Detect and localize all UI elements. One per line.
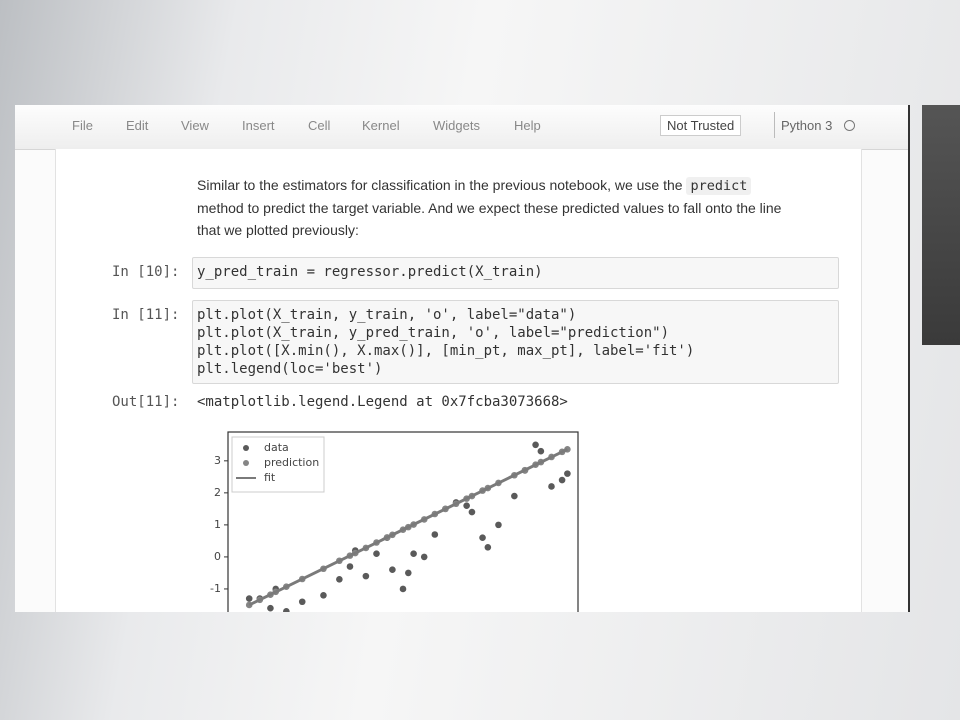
- menu-item[interactable]: Insert: [242, 118, 275, 133]
- point: [537, 447, 545, 455]
- chart: -1 0 1 2 3 data prediction fit: [210, 431, 579, 612]
- y-tick-label: 2: [214, 486, 221, 499]
- point: [558, 476, 566, 484]
- menu-item[interactable]: View: [181, 118, 209, 133]
- menu-item[interactable]: Widgets: [433, 118, 480, 133]
- output-text: <matplotlib.legend.Legend at 0x7fcba3073…: [197, 394, 568, 410]
- trust-badge[interactable]: Not Trusted: [660, 115, 742, 136]
- point: [495, 521, 502, 529]
- point: [245, 595, 253, 602]
- legend-label: fit: [264, 471, 276, 484]
- code-line: plt.plot(X_train, y_train, 'o', label="d…: [197, 307, 577, 323]
- y-tick-label: 1: [214, 518, 221, 531]
- fit-line: [248, 447, 569, 607]
- legend-marker: [243, 460, 249, 466]
- menu-item[interactable]: File: [72, 118, 93, 133]
- point: [389, 566, 396, 574]
- menu-item[interactable]: Cell: [308, 118, 331, 133]
- point: [511, 492, 518, 500]
- point: [283, 608, 290, 612]
- menu-bar: [15, 105, 908, 150]
- text: Similar to the estimators for classifica…: [197, 177, 683, 193]
- point: [399, 585, 407, 593]
- point: [373, 550, 380, 558]
- input-area[interactable]: [192, 300, 839, 384]
- point: [532, 441, 539, 449]
- point: [420, 553, 428, 561]
- inline-code: predict: [686, 177, 752, 195]
- y-tick-label: -1: [210, 582, 221, 595]
- markdown-line: Similar to the estimators for classifica…: [197, 177, 752, 195]
- point: [336, 576, 343, 583]
- y-tick-label: 3: [214, 454, 221, 467]
- point: [468, 508, 476, 516]
- menu-item[interactable]: Help: [514, 118, 541, 133]
- markdown-line: method to predict the target variable. A…: [197, 200, 782, 216]
- point: [346, 563, 354, 570]
- legend-label: prediction: [264, 456, 319, 469]
- point: [298, 598, 306, 606]
- kernel-indicator: [844, 120, 855, 131]
- point: [267, 604, 274, 612]
- point: [548, 483, 555, 490]
- markdown-line: that we plotted previously:: [197, 222, 359, 238]
- kernel-name[interactable]: Python 3: [781, 118, 833, 133]
- output-prompt: Out[11]:: [112, 394, 180, 410]
- point: [362, 572, 370, 580]
- input-prompt: In [10]:: [112, 264, 180, 280]
- point: [431, 531, 439, 538]
- code-line: plt.legend(loc='best'): [197, 361, 383, 377]
- legend-marker: [243, 445, 249, 451]
- separator: [774, 112, 775, 138]
- point: [410, 550, 417, 558]
- code-line: plt.plot([X.min(), X.max()], [min_pt, ma…: [197, 343, 695, 359]
- y-tick-label: 0: [214, 550, 221, 563]
- point: [320, 592, 327, 599]
- input-area[interactable]: [192, 257, 839, 289]
- input-prompt: In [11]:: [112, 307, 180, 323]
- menu-item[interactable]: Edit: [126, 118, 149, 133]
- point: [405, 569, 412, 577]
- point: [479, 534, 486, 541]
- side-window: [922, 105, 960, 345]
- point: [564, 470, 571, 477]
- code-line: y_pred_train = regressor.predict(X_train…: [197, 264, 543, 280]
- legend-label: data: [264, 441, 289, 454]
- menu-item[interactable]: Kernel: [362, 118, 400, 133]
- point: [484, 544, 492, 551]
- point: [463, 502, 470, 509]
- code-line: plt.plot(X_train, y_pred_train, 'o', lab…: [197, 325, 670, 341]
